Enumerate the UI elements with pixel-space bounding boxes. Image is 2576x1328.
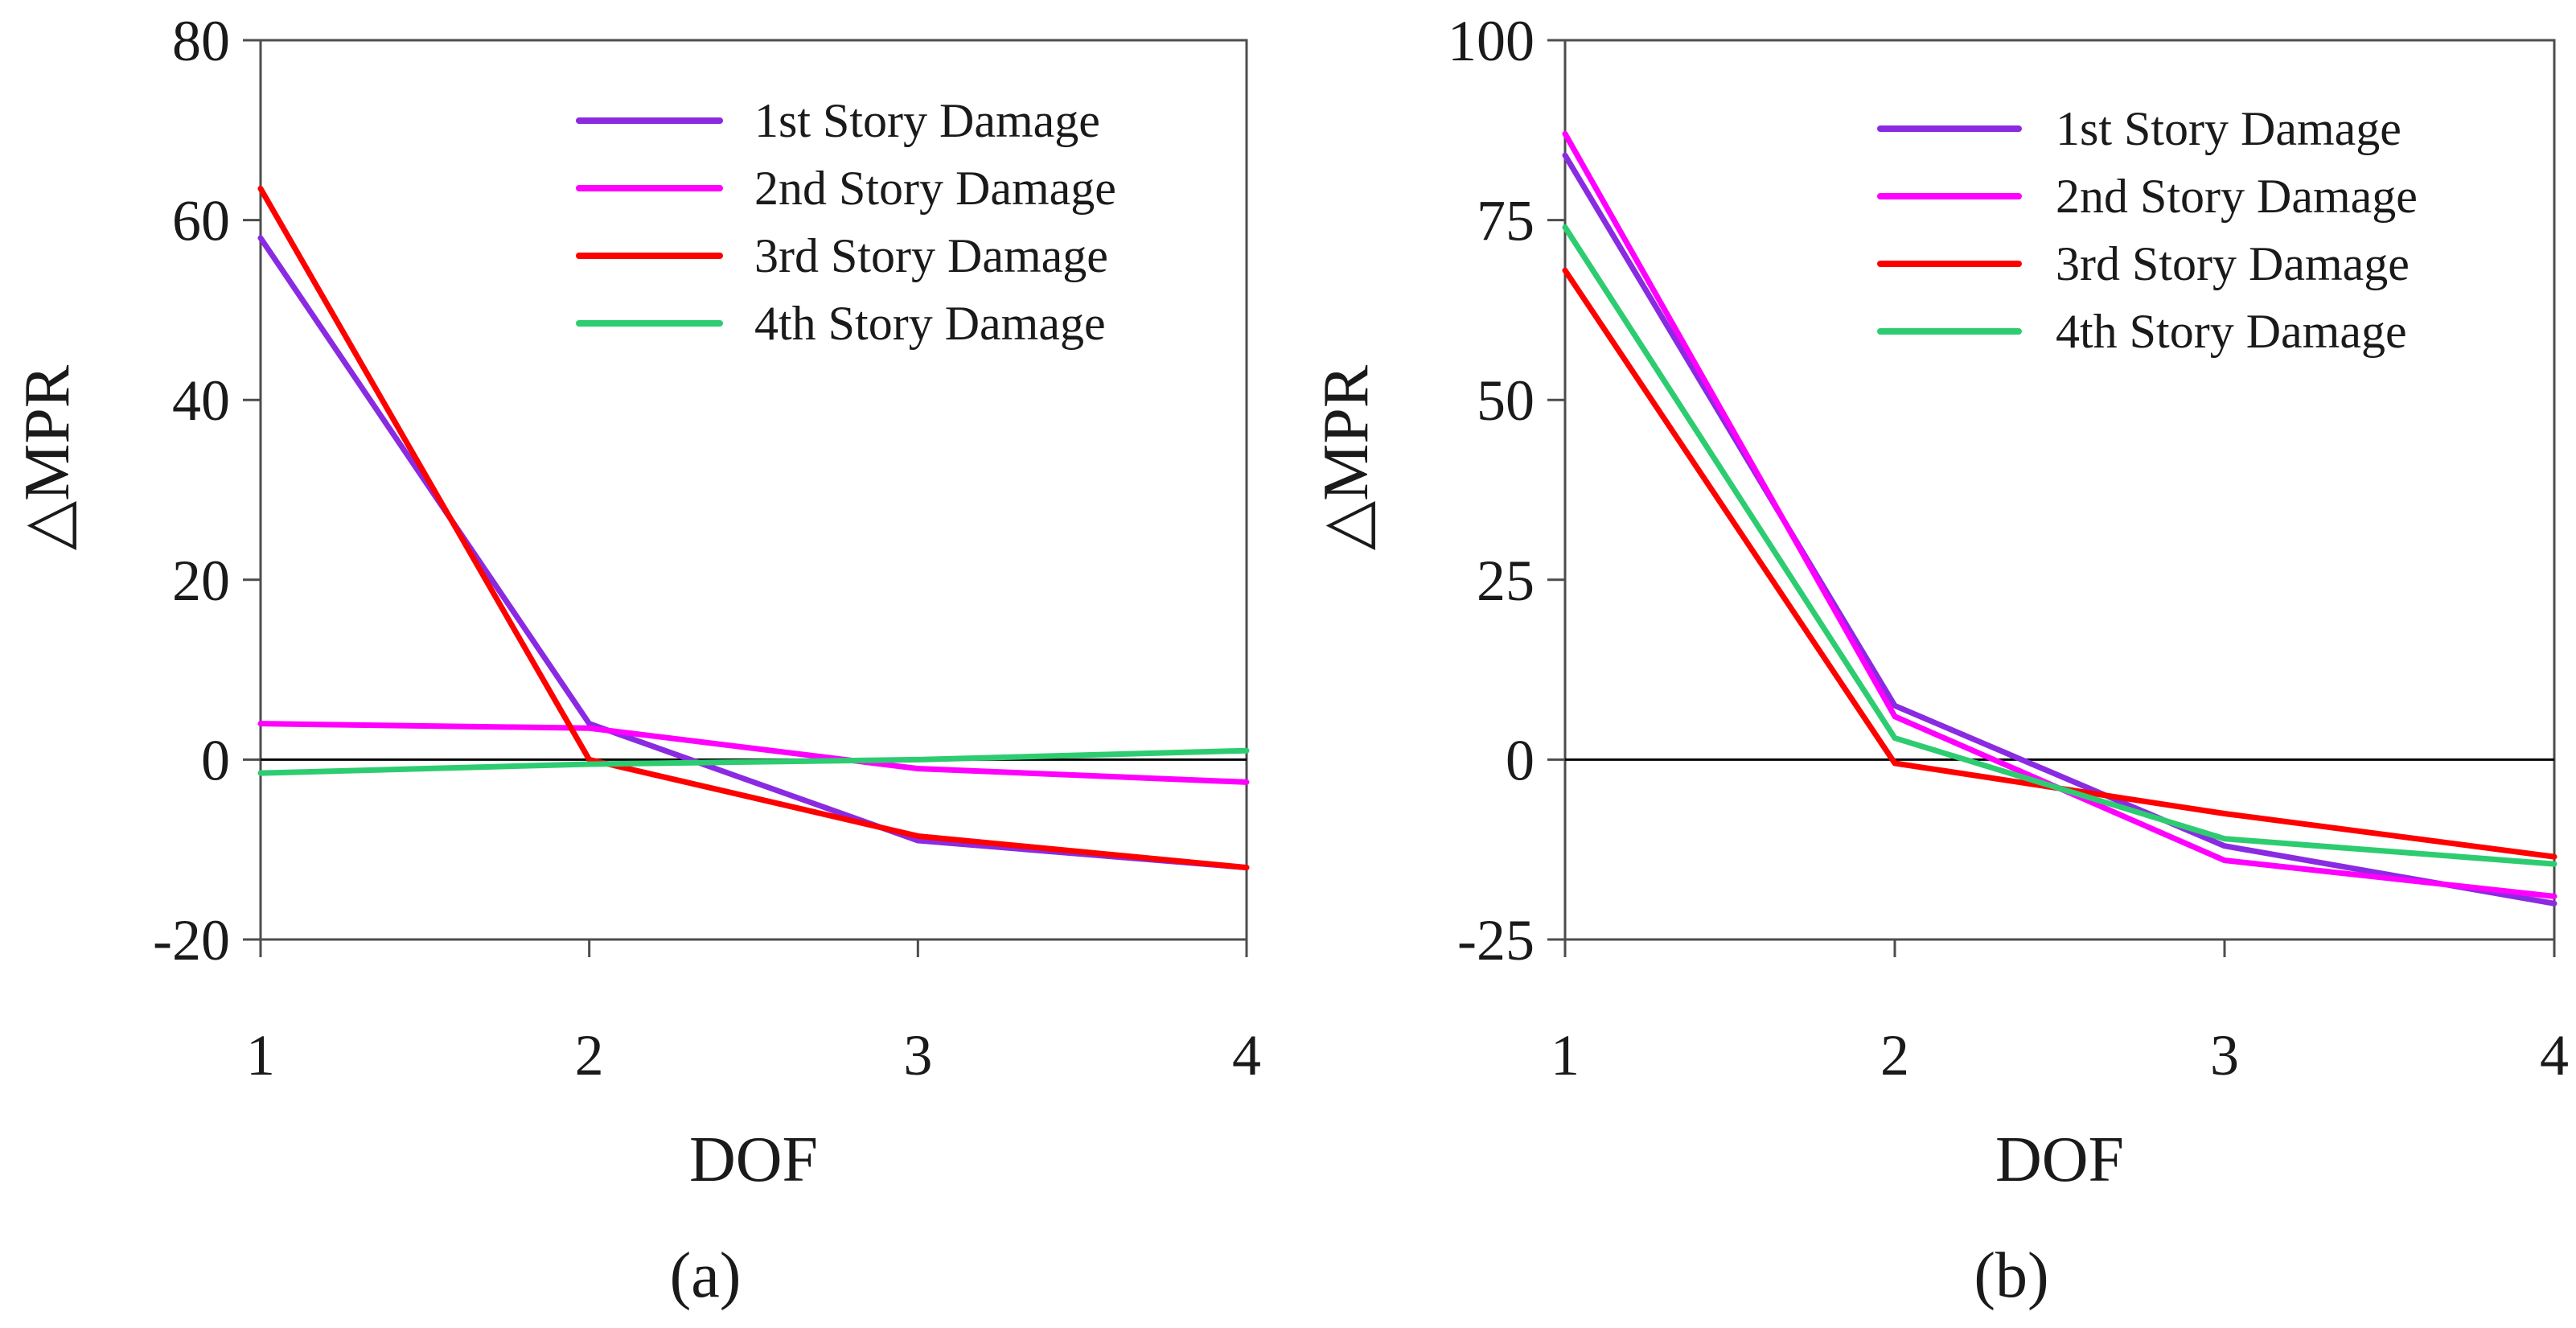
x-tick-label: 3 (2210, 1023, 2239, 1087)
legend-label: 1st Story Damage (2056, 102, 2401, 155)
series-line-2 (257, 721, 1250, 785)
y-tick-label: 50 (1477, 368, 1535, 433)
panel-b: -25 0 25 50 75 100 1 2 3 4 DOF △MPR 1st Story Damage… (1311, 9, 2569, 1311)
series-line-4 (1562, 224, 2558, 867)
legend: 1st Story Damage 2nd Story Damage 3rd Stor… (576, 94, 1116, 350)
legend-label: 2nd Story Damage (754, 162, 1116, 215)
legend-label: 3rd Story Damage (2056, 237, 2410, 290)
y-axis-label: △MPR (1311, 364, 1382, 550)
x-tick-label: 4 (1232, 1023, 1261, 1087)
series-line-3 (257, 185, 1250, 871)
y-tick-label: -20 (153, 908, 230, 972)
plot-frame (1563, 39, 2556, 941)
series-line-4 (257, 747, 1250, 776)
y-tick-label: 75 (1477, 189, 1535, 253)
legend: 1st Story Damage 2nd Story Damage 3rd Stor… (1877, 102, 2418, 358)
legend-label: 2nd Story Damage (2056, 170, 2418, 223)
x-tick-label: 1 (246, 1023, 275, 1087)
plot-frame (259, 39, 1248, 941)
legend-label: 3rd Story Damage (754, 229, 1108, 282)
y-tick-label: 100 (1448, 9, 1535, 73)
x-axis-label: DOF (689, 1124, 818, 1195)
panel-caption: (a) (670, 1240, 742, 1311)
x-tick-label: 3 (903, 1023, 932, 1087)
x-tick-label: 2 (1880, 1023, 1909, 1087)
panel-caption: (b) (1974, 1240, 2048, 1311)
panel-a: -20 0 20 40 60 80 1 2 3 4 DOF △MPR 1st Story Damage 2… (12, 9, 1261, 1311)
x-tick-label: 4 (2540, 1023, 2569, 1087)
x-tick-label: 2 (575, 1023, 604, 1087)
legend-label: 1st Story Damage (754, 94, 1100, 147)
legend-label: 4th Story Damage (754, 297, 1106, 350)
series-line-3 (1562, 267, 2558, 860)
y-axis-label: △MPR (12, 364, 83, 550)
y-tick-label: 80 (172, 9, 230, 73)
y-tick-label: 60 (172, 189, 230, 253)
legend-label: 4th Story Damage (2056, 305, 2407, 358)
x-tick-label: 1 (1551, 1023, 1580, 1087)
y-tick-label: 0 (201, 728, 230, 792)
y-tick-label: 0 (1506, 728, 1535, 792)
y-tick-label: -25 (1457, 908, 1535, 972)
y-tick-label: 40 (172, 368, 230, 433)
y-tick-label: 25 (1477, 549, 1535, 613)
y-tick-label: 20 (172, 549, 230, 613)
x-axis-label: DOF (1995, 1124, 2124, 1195)
